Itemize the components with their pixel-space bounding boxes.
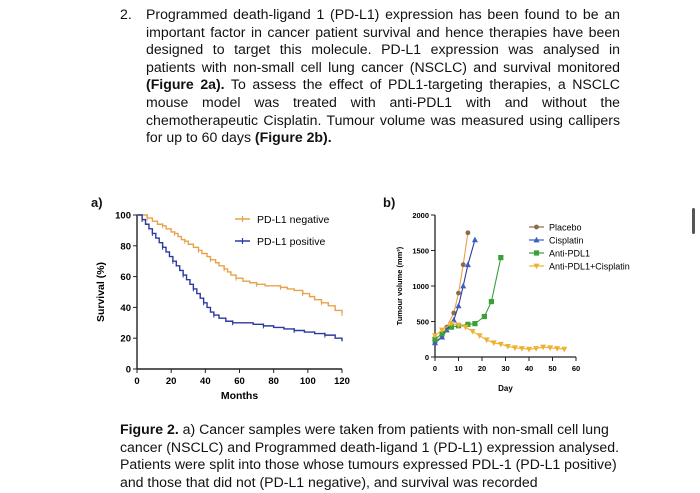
survival-line-positive <box>137 214 343 342</box>
question-number: 2. <box>120 6 132 22</box>
data-point <box>511 345 518 351</box>
data-point <box>526 346 532 353</box>
caption-text: a) Cancer samples were taken from patien… <box>120 421 619 490</box>
legend-marker <box>533 236 540 243</box>
page-top-rule <box>520 0 590 4</box>
y-tick-label: 60 <box>120 272 131 283</box>
data-point <box>540 344 547 351</box>
legend-label: Cisplatin <box>549 236 584 246</box>
data-point <box>432 333 438 339</box>
x-tick-label: 40 <box>525 364 533 373</box>
y-tick-label: 20 <box>120 334 131 345</box>
series-line-cisplatin <box>434 239 476 344</box>
figure-caption: Figure 2. a) Cancer samples were taken f… <box>120 421 640 491</box>
panel-b-label: b) <box>383 195 396 210</box>
data-point <box>450 316 457 323</box>
data-point <box>432 336 438 342</box>
y-tick-label: 100 <box>115 211 131 222</box>
question-text: Programmed death-ligand 1 (PD-L1) expres… <box>146 6 620 147</box>
y-tick-label: 0 <box>425 353 429 362</box>
data-point <box>460 262 466 268</box>
y-tick-label: 500 <box>416 318 429 327</box>
data-point <box>432 339 438 346</box>
legend-label: Anti-PDL1 <box>549 249 590 259</box>
panel-a-label: a) <box>91 195 103 210</box>
question-text-part1: Programmed death-ligand 1 (PD-L1) expres… <box>146 6 620 75</box>
tumour-volume-chart: 0 500 1000 1500 2000 0 10 20 30 40 50 60 Day Tumour v… <box>395 211 630 393</box>
data-point <box>469 329 476 335</box>
y-tick-label: 2000 <box>412 211 429 220</box>
x-tick-label: 60 <box>572 364 580 373</box>
data-point <box>518 346 525 352</box>
figure-2b-ref: (Figure 2b). <box>254 129 332 146</box>
x-tick-label: 20 <box>166 376 177 387</box>
legend-label: PD-L1 negative <box>257 214 330 226</box>
data-point <box>448 324 455 330</box>
y-tick-label: 40 <box>120 303 131 314</box>
x-tick-label: 30 <box>501 364 509 373</box>
data-point <box>448 321 455 327</box>
data-point <box>490 340 497 346</box>
data-point <box>455 302 462 309</box>
data-point <box>439 333 446 340</box>
data-point <box>439 330 445 337</box>
legend-label: PD-L1 positive <box>257 236 325 248</box>
caption-label: Figure 2. <box>120 421 179 437</box>
data-point <box>456 290 461 296</box>
x-tick-label: 40 <box>200 376 211 387</box>
scrollbar-thumb[interactable] <box>692 208 695 234</box>
y-tick-label: 1000 <box>412 282 429 291</box>
x-tick-label: 0 <box>433 364 437 373</box>
y-tick-label: 0 <box>126 365 131 376</box>
x-tick-label: 60 <box>234 376 245 387</box>
data-point <box>476 333 483 339</box>
x-tick-label: 10 <box>454 364 462 373</box>
y-tick-label: 1500 <box>412 247 429 256</box>
data-point <box>547 345 554 351</box>
x-tick-label: 20 <box>478 364 486 373</box>
survival-line-negative <box>137 214 343 314</box>
data-point <box>483 337 490 344</box>
data-point <box>488 299 494 305</box>
question-text-part2: To assess the effect of PDL1-targeting t… <box>146 76 620 146</box>
question-2: 2. Programmed death-ligand 1 (PD-L1) exp… <box>120 6 620 147</box>
figure-2a-ref: (Figure 2a). <box>146 76 225 93</box>
x-tick-label: 0 <box>134 376 139 387</box>
x-axis-label: Months <box>221 390 258 402</box>
survival-chart: 0 20 40 60 80 100 0 20 40 60 80 100 120 Months Surviva… <box>95 211 350 403</box>
y-axis-label: Tumour volume (mm³) <box>395 246 404 325</box>
data-point <box>472 321 478 327</box>
legend-marker <box>534 224 539 230</box>
data-point <box>481 313 487 320</box>
x-tick-label: 100 <box>300 376 316 387</box>
x-tick-label: 120 <box>334 376 350 387</box>
data-point <box>471 236 478 243</box>
data-point <box>497 341 504 348</box>
data-point <box>465 321 471 327</box>
data-point <box>462 324 469 331</box>
data-point <box>455 322 462 329</box>
data-point <box>504 343 511 350</box>
y-tick-label: 80 <box>120 241 131 252</box>
legend-label: Placebo <box>549 223 582 233</box>
data-point <box>498 255 504 261</box>
legend-marker <box>533 250 540 256</box>
data-point <box>465 230 471 236</box>
data-point <box>561 346 568 353</box>
data-point <box>533 346 540 352</box>
x-tick-label: 80 <box>268 376 279 387</box>
x-tick-label: 50 <box>548 364 556 373</box>
x-axis-label: Day <box>498 384 513 393</box>
data-point <box>439 327 446 334</box>
data-point <box>451 310 457 316</box>
data-point <box>554 346 561 352</box>
legend-marker <box>533 263 540 270</box>
data-point <box>464 261 471 268</box>
data-point <box>460 282 467 289</box>
legend-label: Anti-PDL1+Cisplatin <box>549 262 630 272</box>
y-axis-label: Survival (%) <box>95 262 107 322</box>
